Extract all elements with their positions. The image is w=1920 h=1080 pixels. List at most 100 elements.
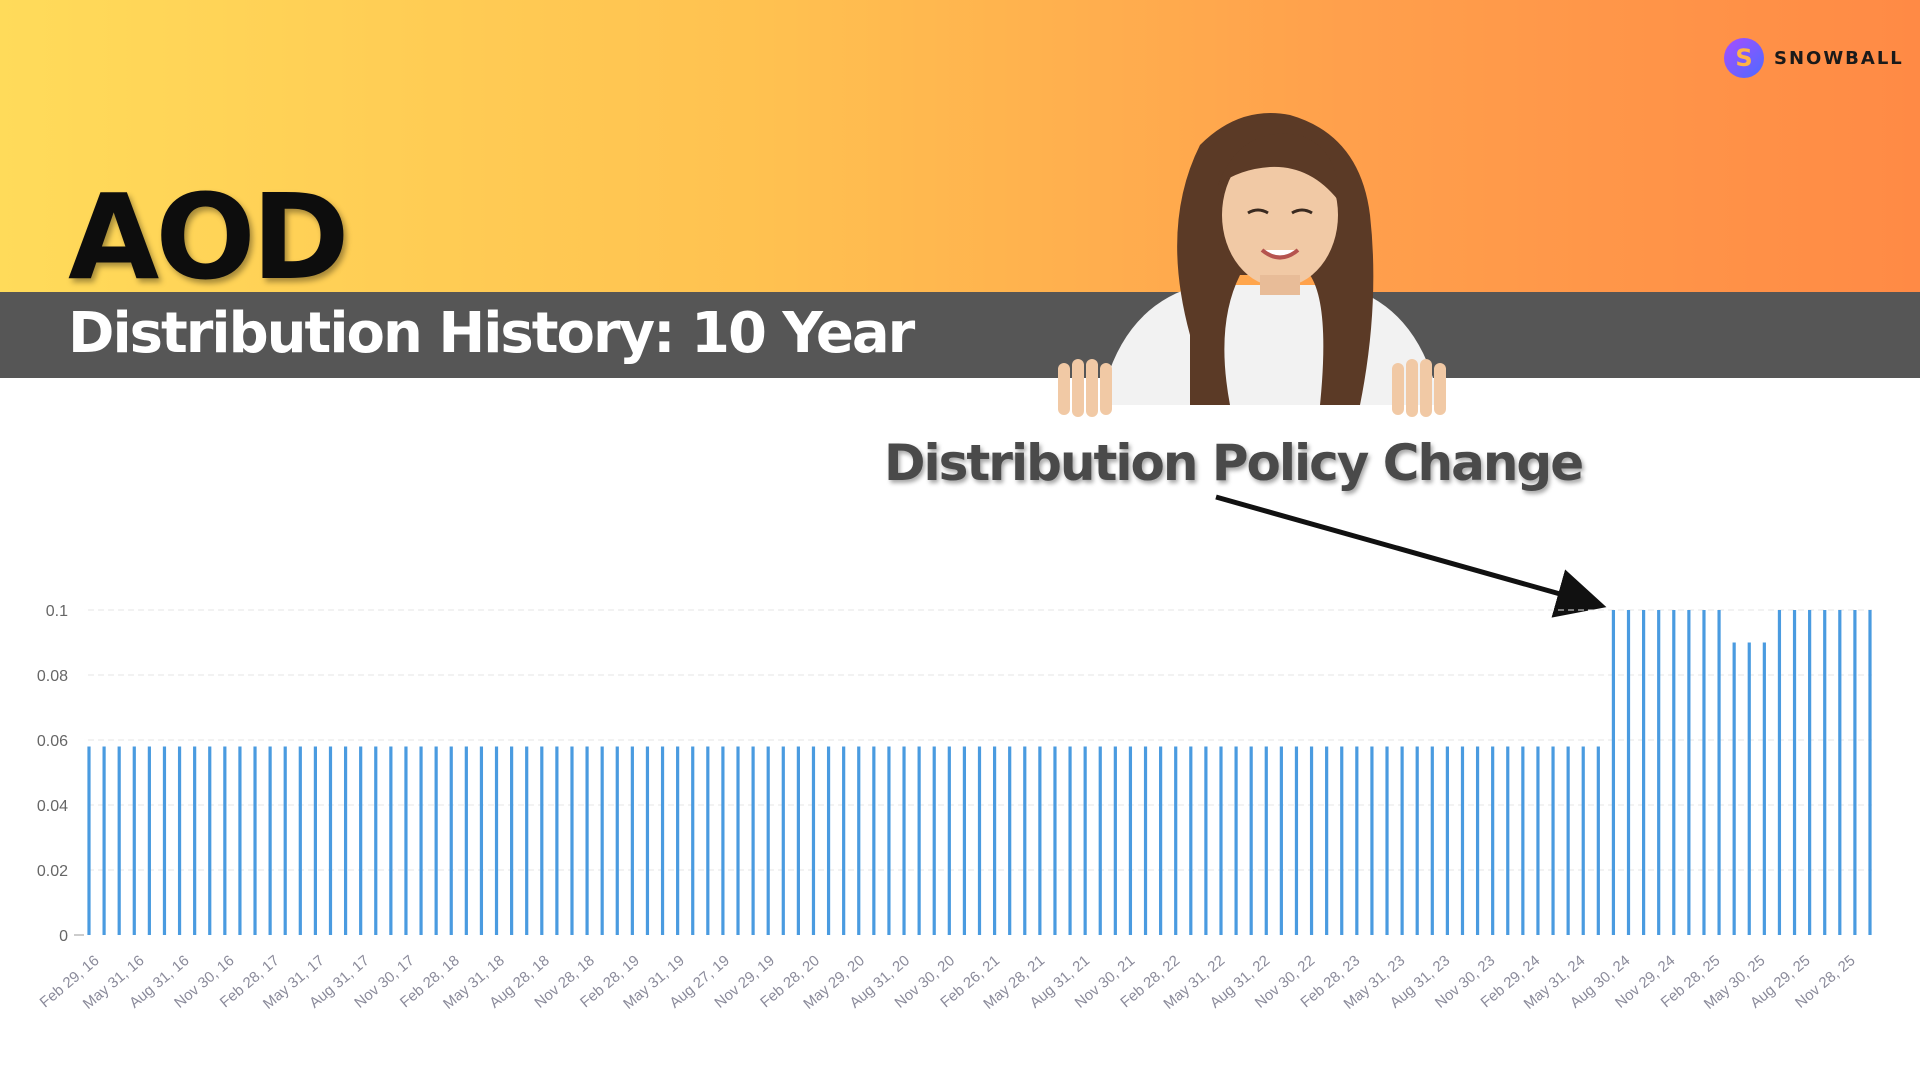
chart-bar <box>193 746 197 935</box>
chart-bar <box>298 746 302 935</box>
chart-bar <box>902 746 906 935</box>
chart-bar <box>1642 610 1646 935</box>
chart-bar <box>1008 746 1012 935</box>
chart-bar <box>1113 746 1117 935</box>
brand-logo: S SNOWBALL <box>1724 38 1904 78</box>
chart-bar <box>1868 610 1872 935</box>
chart-bar <box>917 746 921 935</box>
chart-bar <box>540 746 544 935</box>
chart-bar <box>676 746 680 935</box>
ticker-title: AOD <box>68 168 350 306</box>
chart-bar <box>494 746 499 935</box>
chart-bar <box>208 746 212 935</box>
chart-bar <box>1294 746 1299 935</box>
chart-bar <box>826 746 831 935</box>
person-neck <box>1260 275 1300 295</box>
chart-bar <box>87 746 91 935</box>
chart-bar <box>223 746 227 935</box>
chart-bar <box>359 746 363 935</box>
chart-bar <box>570 746 574 935</box>
chart-bar <box>1189 746 1193 935</box>
chart-bar <box>117 746 121 935</box>
chart-bar <box>1159 746 1163 935</box>
chart-bar <box>721 746 725 935</box>
chart-bar <box>781 746 785 935</box>
chart-bar <box>842 746 846 935</box>
chart-bar <box>1219 746 1223 935</box>
chart-bar <box>1823 610 1827 935</box>
chart-bar <box>1325 746 1329 935</box>
chart-bar <box>857 746 861 935</box>
chart-bar <box>419 746 423 935</box>
chart-bar <box>1249 746 1253 935</box>
chart-bar <box>313 746 317 935</box>
chart-bar <box>1838 610 1842 935</box>
y-tick-label: 0.02 <box>37 863 68 880</box>
policy-change-annotation: Distribution Policy Change <box>884 434 1584 492</box>
chart-bar <box>660 746 665 935</box>
chart-bar <box>1792 610 1797 935</box>
chart-bar <box>1264 746 1268 935</box>
person-face <box>1222 143 1338 287</box>
chart-bar <box>736 746 740 935</box>
chart-bar <box>1717 610 1721 935</box>
person-illustration <box>1058 113 1446 417</box>
chart-bar <box>1234 746 1238 935</box>
chart-bar <box>1430 746 1434 935</box>
chart-bar <box>238 746 242 935</box>
y-tick-label: 0.08 <box>37 668 68 685</box>
chart-bar <box>1309 746 1314 935</box>
person-eye-left <box>1247 208 1269 215</box>
chart-bar <box>1445 746 1449 935</box>
chart-bar <box>1581 746 1585 935</box>
chart-subtitle: Distribution History: 10 Year <box>68 301 915 366</box>
chart-bar <box>1521 746 1525 935</box>
chart-bar <box>645 746 650 935</box>
chart-bar <box>389 746 393 935</box>
chart-bar <box>1762 642 1766 935</box>
chart-bar <box>1460 746 1465 935</box>
chart-bar <box>585 746 589 935</box>
chart-bar <box>932 746 936 935</box>
chart-bar <box>1551 746 1555 935</box>
chart-bar <box>253 746 257 935</box>
chart-bar <box>343 746 348 935</box>
chart-bar <box>1068 746 1072 935</box>
chart-bar <box>404 746 408 935</box>
chart-bar <box>1340 746 1344 935</box>
chart-bar <box>977 746 982 935</box>
chart-bar <box>1038 746 1042 935</box>
chart-bar <box>1128 746 1133 935</box>
y-tick-label: 0.1 <box>46 603 68 620</box>
chart-bar <box>1355 746 1359 935</box>
chart-bar <box>1536 746 1540 935</box>
chart-bar <box>1808 610 1812 935</box>
chart-bar <box>872 746 876 935</box>
chart-bar <box>1747 642 1751 935</box>
chart-bar <box>1400 746 1404 935</box>
chart-bar <box>1143 746 1148 935</box>
chart-bars <box>87 610 1872 935</box>
chart-bar <box>615 746 619 935</box>
chart-bar <box>1204 746 1208 935</box>
chart-grid <box>74 609 1872 936</box>
subtitle-band <box>0 292 1920 378</box>
chart-bar <box>479 746 484 935</box>
chart-bar <box>1732 642 1736 935</box>
chart-bar <box>796 746 800 935</box>
chart-bar <box>887 746 891 935</box>
y-tick-label: 0.04 <box>37 798 68 815</box>
chart-bar <box>1385 746 1389 935</box>
chart-bar <box>766 746 770 935</box>
chart-bar <box>1672 610 1676 935</box>
chart-bar <box>147 746 151 935</box>
y-axis-ticks: 0 0.02 0.04 0.06 0.08 0.1 <box>37 603 68 945</box>
chart-bar <box>1611 610 1616 935</box>
chart-bar <box>132 746 136 935</box>
chart-bar <box>600 746 604 935</box>
chart-bar <box>1853 610 1857 935</box>
chart-bar <box>1475 746 1480 935</box>
chart-bar <box>1370 746 1374 935</box>
y-tick-label: 0.06 <box>37 733 68 750</box>
chart-bar <box>1657 610 1661 935</box>
